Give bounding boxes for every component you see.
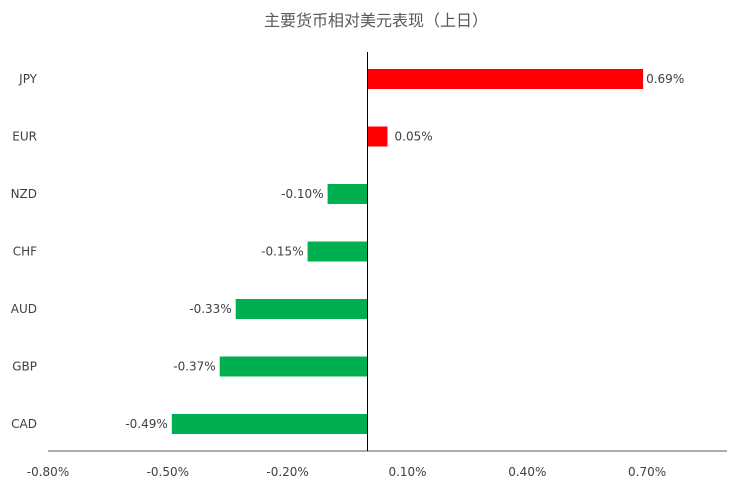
x-tick-label: 0.40% bbox=[508, 465, 546, 479]
data-labels-layer: 0.69% 0.05% -0.10% -0.15% -0.33% -0.37% -0.49% bbox=[125, 72, 684, 431]
data-label-cad: -0.49% bbox=[125, 417, 167, 431]
x-tick-label: -0.20% bbox=[266, 465, 308, 479]
data-label-jpy: 0.69% bbox=[646, 72, 684, 86]
x-tick-label: -0.50% bbox=[147, 465, 189, 479]
x-tick-label: -0.80% bbox=[27, 465, 69, 479]
data-label-aud: -0.33% bbox=[189, 302, 231, 316]
chart-title: 主要货币相对美元表现（上日） bbox=[264, 11, 488, 30]
bar-eur bbox=[367, 126, 388, 147]
category-label-jpy: JPY bbox=[18, 72, 38, 86]
category-label-nzd: NZD bbox=[11, 187, 37, 201]
x-tick-labels-layer: -0.80% -0.50% -0.20% 0.10% 0.40% 0.70% bbox=[27, 465, 666, 479]
bar-nzd bbox=[327, 184, 368, 204]
data-label-chf: -0.15% bbox=[261, 245, 303, 259]
category-label-gbp: GBP bbox=[12, 360, 37, 374]
bar-jpy bbox=[367, 69, 644, 89]
data-label-nzd: -0.10% bbox=[281, 187, 323, 201]
bar-gbp bbox=[219, 356, 368, 377]
category-label-chf: CHF bbox=[13, 245, 37, 259]
bar-cad bbox=[171, 414, 368, 434]
category-label-eur: EUR bbox=[12, 130, 37, 144]
bar-aud bbox=[235, 299, 368, 319]
x-tick-label: 0.70% bbox=[628, 465, 666, 479]
category-label-aud: AUD bbox=[11, 302, 37, 316]
category-labels-layer: JPY EUR NZD CHF AUD GBP CAD bbox=[11, 72, 38, 431]
bar-chf bbox=[307, 241, 368, 262]
x-tick-label: 0.10% bbox=[388, 465, 426, 479]
bars-layer bbox=[171, 69, 644, 434]
data-label-eur: 0.05% bbox=[395, 130, 433, 144]
data-label-gbp: -0.37% bbox=[173, 360, 215, 374]
category-label-cad: CAD bbox=[11, 417, 37, 431]
